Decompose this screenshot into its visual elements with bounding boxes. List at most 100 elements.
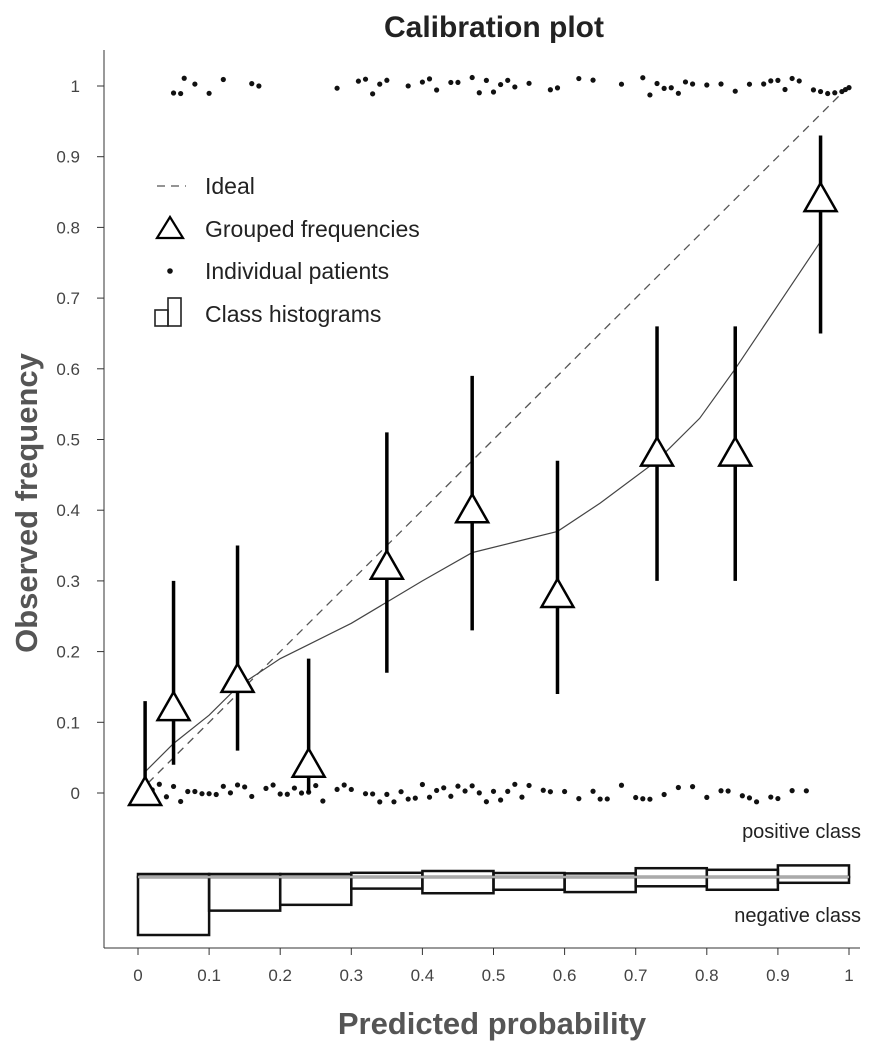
x-tick-label: 0.8 [695, 966, 719, 985]
patient-point-positive [661, 85, 667, 91]
patient-point-negative [398, 789, 404, 795]
patient-point-positive [768, 78, 774, 84]
grouped-frequency-triangle [802, 180, 839, 213]
patient-point-negative [483, 799, 489, 805]
patient-point-positive [370, 91, 376, 97]
patient-point-positive [796, 78, 802, 84]
patient-point-positive [178, 90, 184, 97]
patient-point-positive [576, 75, 582, 82]
patient-point-negative [242, 784, 248, 790]
patient-point-positive [334, 85, 340, 91]
positive-class-label: positive class [742, 821, 861, 843]
legend-label-histograms: Class histograms [205, 301, 381, 327]
patient-point-negative [597, 796, 603, 802]
patient-point-positive [426, 76, 433, 82]
chart-title: Calibration plot [384, 11, 604, 44]
grouped-frequencies-group [126, 135, 839, 807]
patient-point-negative [498, 797, 504, 803]
histogram-bar-negative [492, 875, 566, 892]
patient-point-positive [682, 79, 689, 85]
patient-point-negative [512, 781, 518, 787]
patient-point-negative [462, 788, 468, 794]
patient-point-positive [206, 90, 212, 96]
histogram-bar-negative [634, 875, 709, 888]
x-tick-label: 0.6 [553, 966, 577, 985]
x-tick-label: 0.5 [482, 966, 506, 985]
grouped-frequency-triangle [454, 491, 491, 524]
patient-point-positive [505, 77, 511, 83]
patient-point-negative [590, 788, 596, 794]
histogram-bar-positive [634, 866, 709, 879]
patient-point-positive [512, 84, 518, 90]
patient-point-negative [377, 799, 383, 805]
patient-point-negative [170, 783, 177, 790]
grouped-frequency-triangle [717, 435, 754, 467]
patient-point-negative [476, 790, 482, 796]
y-tick-label: 1 [71, 77, 80, 96]
patient-point-negative [412, 795, 418, 801]
patient-point-positive [192, 81, 198, 87]
patient-point-negative [469, 783, 475, 789]
patient-point-negative [789, 787, 795, 794]
patient-point-positive [547, 87, 553, 93]
patient-point-negative [234, 782, 241, 788]
patient-point-negative [746, 795, 753, 801]
grouped-frequency-triangle [126, 774, 164, 807]
patient-point-positive [718, 81, 724, 87]
histogram-bar-negative [563, 875, 637, 894]
y-tick-label: 0.5 [56, 431, 80, 450]
patient-point-positive [846, 85, 852, 91]
patient-point-positive [618, 81, 625, 87]
patient-point-negative [178, 798, 184, 805]
x-axis-title: Predicted probability [338, 1006, 647, 1041]
patient-point-negative [341, 782, 347, 788]
patient-point-positive [732, 88, 738, 94]
y-tick-label: 0.1 [56, 713, 80, 732]
patient-point-positive [405, 83, 411, 89]
x-tick-label: 1 [844, 966, 853, 985]
patient-point-positive [170, 90, 177, 96]
patient-point-negative [505, 788, 511, 794]
patient-point-negative [519, 794, 525, 800]
patient-point-negative [220, 783, 226, 789]
patient-point-negative [576, 796, 582, 802]
legend-symbol-triangle [155, 214, 185, 240]
patient-point-negative [661, 791, 667, 798]
patient-point-negative [185, 788, 191, 795]
patient-point-negative [313, 782, 319, 789]
patient-point-positive [746, 81, 753, 87]
patient-point-negative [391, 799, 397, 805]
y-tick-label: 0.3 [56, 572, 80, 591]
patient-point-positive [817, 88, 824, 95]
legend-symbol-histogram-bar [167, 297, 182, 327]
patient-point-positive [455, 79, 461, 86]
patient-point-positive [782, 86, 788, 93]
patient-point-positive [654, 80, 660, 87]
histogram-bar-negative [350, 875, 424, 890]
patient-point-negative [647, 796, 653, 802]
patient-point-positive [256, 83, 262, 89]
x-tick-label: 0.7 [624, 966, 648, 985]
patient-point-negative [426, 794, 433, 800]
x-tick-label: 0.1 [197, 966, 221, 985]
patient-point-positive [675, 90, 681, 96]
negative-class-label: negative class [734, 905, 861, 927]
patient-point-negative [284, 791, 290, 797]
patient-point-negative [739, 793, 745, 799]
patient-point-positive [832, 90, 838, 96]
patient-point-positive [377, 81, 383, 87]
y-tick-label: 0 [71, 784, 80, 803]
grouped-frequency-triangle [638, 435, 676, 467]
patient-point-positive [355, 78, 362, 84]
y-tick-label: 0.8 [56, 218, 80, 237]
patient-point-negative [618, 782, 625, 788]
patient-point-negative [540, 787, 546, 793]
patient-point-positive [761, 81, 767, 87]
patient-point-negative [768, 794, 774, 800]
patient-point-negative [704, 794, 710, 800]
patient-point-positive [590, 77, 596, 83]
patient-point-negative [291, 785, 298, 791]
histogram-bar-negative [705, 875, 780, 892]
legend-symbol-dot [167, 268, 173, 274]
patient-point-negative [249, 793, 255, 800]
